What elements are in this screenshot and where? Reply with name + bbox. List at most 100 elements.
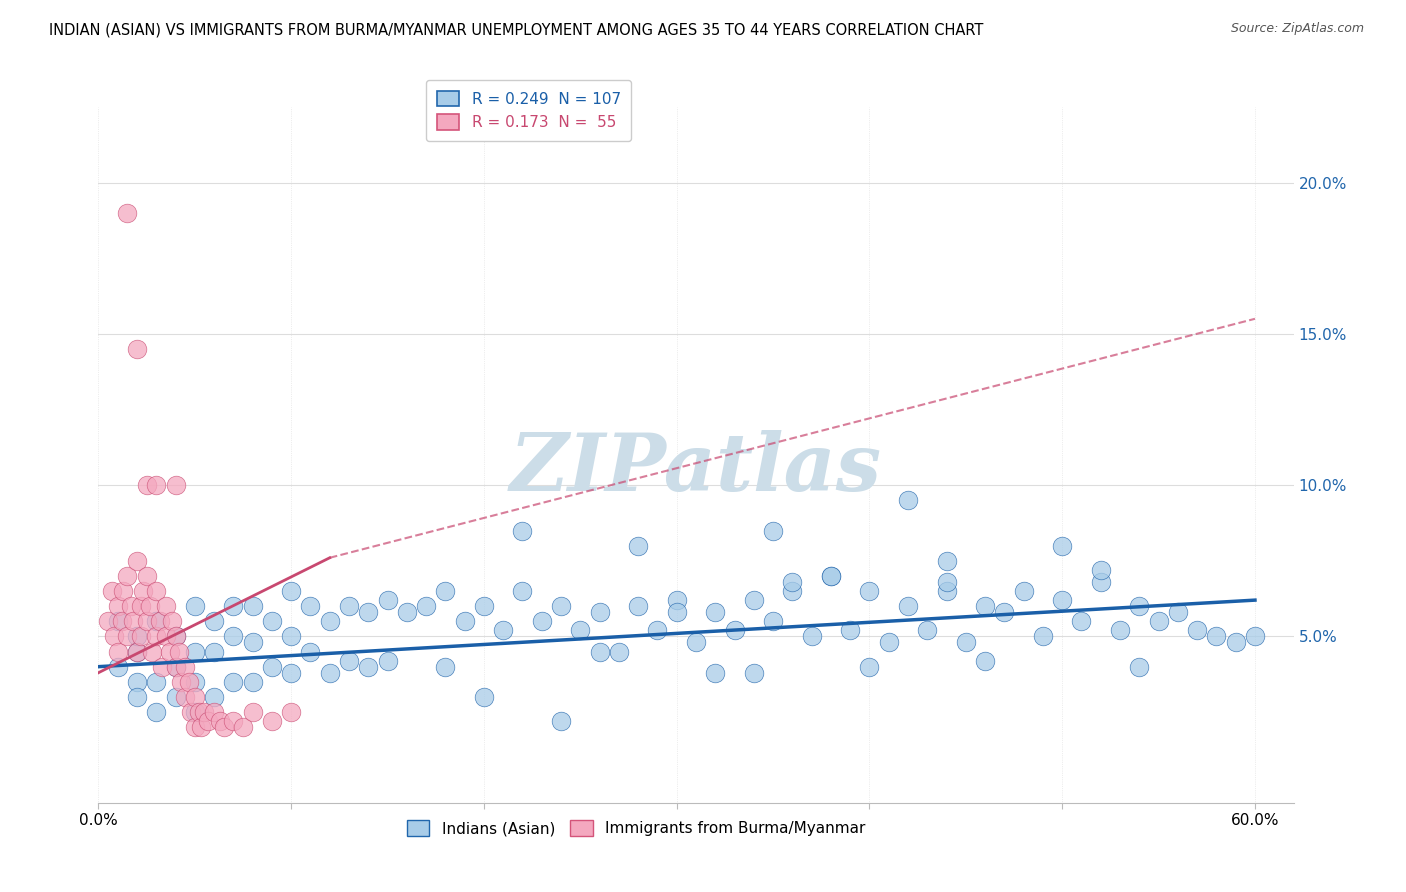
Point	[242, 635, 264, 649]
Point	[742, 593, 765, 607]
Point	[512, 524, 534, 538]
Point	[145, 629, 167, 643]
Point	[117, 206, 139, 220]
Point	[723, 624, 745, 638]
Point	[800, 629, 823, 643]
Point	[762, 615, 785, 629]
Point	[1050, 593, 1073, 607]
Point	[202, 644, 225, 658]
Point	[117, 569, 139, 583]
Point	[145, 705, 167, 719]
Point	[1050, 539, 1073, 553]
Point	[1147, 615, 1170, 629]
Point	[120, 599, 142, 614]
Point	[190, 720, 212, 734]
Point	[107, 599, 129, 614]
Point	[357, 605, 380, 619]
Point	[820, 569, 842, 583]
Point	[150, 659, 173, 673]
Legend: Indians (Asian), Immigrants from Burma/Myanmar: Indians (Asian), Immigrants from Burma/M…	[399, 813, 873, 844]
Point	[1128, 659, 1150, 673]
Point	[125, 554, 148, 568]
Point	[377, 593, 399, 607]
Point	[103, 629, 125, 643]
Point	[337, 599, 360, 614]
Point	[472, 599, 495, 614]
Point	[184, 690, 207, 704]
Point	[242, 705, 264, 719]
Point	[202, 615, 225, 629]
Point	[550, 599, 572, 614]
Point	[174, 659, 197, 673]
Point	[1032, 629, 1054, 643]
Point	[434, 659, 457, 673]
Point	[222, 629, 245, 643]
Point	[222, 674, 245, 689]
Text: INDIAN (ASIAN) VS IMMIGRANTS FROM BURMA/MYANMAR UNEMPLOYMENT AMONG AGES 35 TO 44: INDIAN (ASIAN) VS IMMIGRANTS FROM BURMA/…	[49, 22, 984, 37]
Point	[132, 584, 155, 599]
Point	[135, 569, 157, 583]
Point	[165, 629, 187, 643]
Point	[974, 599, 997, 614]
Point	[180, 705, 202, 719]
Point	[125, 674, 148, 689]
Point	[1225, 635, 1247, 649]
Point	[337, 654, 360, 668]
Point	[165, 629, 187, 643]
Point	[193, 705, 215, 719]
Point	[704, 605, 727, 619]
Point	[550, 714, 572, 728]
Point	[569, 624, 592, 638]
Point	[665, 605, 688, 619]
Point	[187, 705, 209, 719]
Point	[202, 705, 225, 719]
Point	[742, 665, 765, 680]
Point	[177, 674, 200, 689]
Point	[627, 599, 650, 614]
Point	[145, 478, 167, 492]
Point	[107, 644, 129, 658]
Point	[125, 342, 148, 356]
Point	[782, 584, 804, 599]
Point	[935, 574, 957, 589]
Point	[117, 629, 139, 643]
Point	[955, 635, 977, 649]
Point	[627, 539, 650, 553]
Point	[184, 599, 207, 614]
Point	[1205, 629, 1227, 643]
Point	[607, 644, 630, 658]
Point	[512, 584, 534, 599]
Point	[145, 584, 167, 599]
Point	[242, 674, 264, 689]
Point	[208, 714, 231, 728]
Point	[647, 624, 669, 638]
Point	[125, 690, 148, 704]
Point	[170, 674, 193, 689]
Point	[530, 615, 553, 629]
Point	[101, 584, 124, 599]
Point	[145, 674, 167, 689]
Point	[1128, 599, 1150, 614]
Point	[135, 478, 157, 492]
Point	[280, 629, 302, 643]
Point	[160, 615, 183, 629]
Point	[129, 629, 152, 643]
Point	[184, 720, 207, 734]
Point	[434, 584, 457, 599]
Point	[704, 665, 727, 680]
Point	[762, 524, 785, 538]
Point	[319, 615, 342, 629]
Point	[122, 615, 145, 629]
Point	[1090, 563, 1112, 577]
Point	[1244, 629, 1267, 643]
Point	[184, 705, 207, 719]
Point	[782, 574, 804, 589]
Point	[232, 720, 254, 734]
Point	[897, 599, 920, 614]
Point	[112, 584, 135, 599]
Point	[1109, 624, 1132, 638]
Point	[260, 615, 283, 629]
Point	[260, 714, 283, 728]
Point	[415, 599, 437, 614]
Point	[125, 644, 148, 658]
